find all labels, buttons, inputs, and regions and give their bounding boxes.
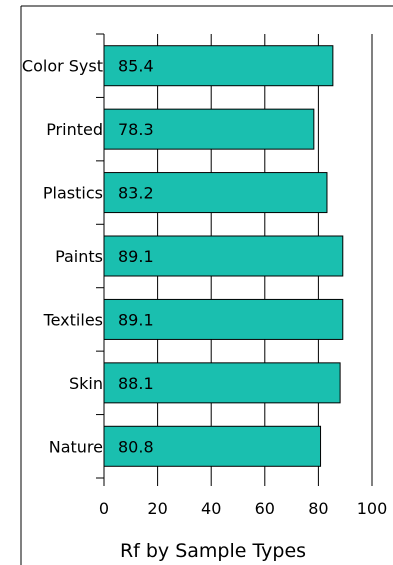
x-tick-label: 80 xyxy=(308,499,328,518)
labels: Color Syst 85.4 Printed 78.3 Plastics 83.2 Pai… xyxy=(22,57,154,457)
category-label: Paints xyxy=(55,247,103,266)
x-tick-label: 100 xyxy=(357,499,388,518)
category-label: Skin xyxy=(69,374,103,393)
bar xyxy=(103,298,344,340)
category-label: Color Syst xyxy=(22,57,103,76)
data-label: 80.8 xyxy=(118,437,154,456)
bar xyxy=(103,172,328,214)
category-label: Textiles xyxy=(43,310,103,329)
bar xyxy=(103,108,315,150)
bars xyxy=(103,45,344,467)
x-tick-label: 20 xyxy=(147,499,167,518)
x-tick-label: 0 xyxy=(99,499,109,518)
data-label: 88.1 xyxy=(118,374,154,393)
data-label: 78.3 xyxy=(118,120,154,139)
data-label: 83.2 xyxy=(118,184,154,203)
data-label: 89.1 xyxy=(118,247,154,266)
x-tick-label: 60 xyxy=(255,499,275,518)
data-label: 85.4 xyxy=(118,57,154,76)
bar xyxy=(103,362,341,404)
x-tick-label: 40 xyxy=(201,499,221,518)
data-label: 89.1 xyxy=(118,310,154,329)
bar xyxy=(103,425,322,467)
category-label: Printed xyxy=(46,120,103,139)
category-label: Plastics xyxy=(43,184,103,203)
category-label: Nature xyxy=(49,437,103,456)
x-axis-title: Rf by Sample Types xyxy=(120,540,306,562)
axes: 0 20 40 60 80 100 xyxy=(96,33,388,518)
